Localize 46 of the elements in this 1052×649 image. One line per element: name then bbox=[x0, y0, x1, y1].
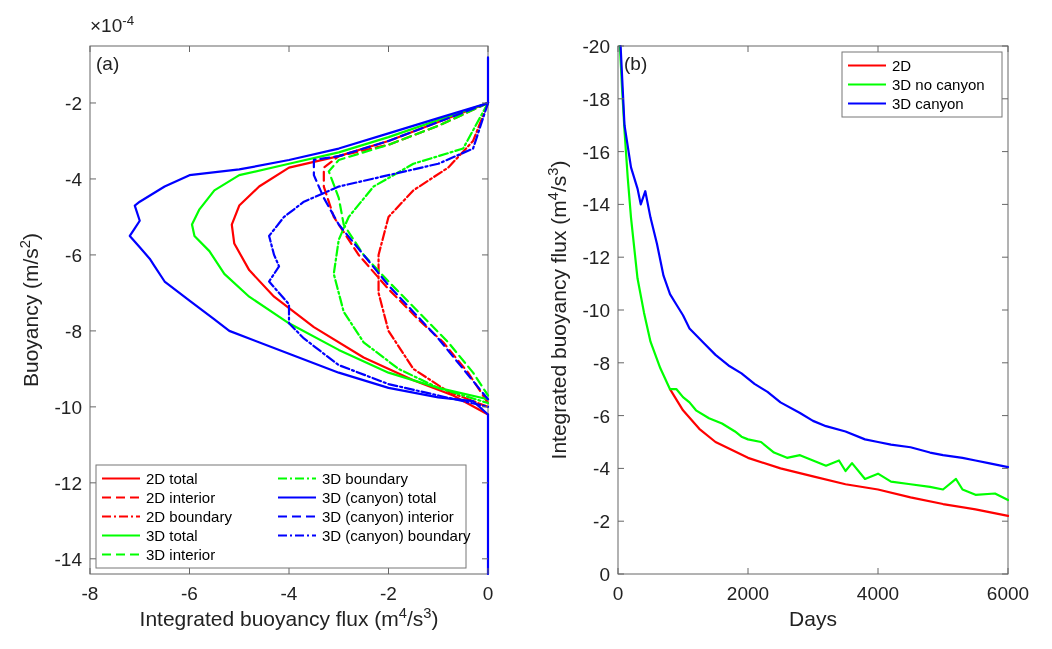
annotation: (b) bbox=[624, 53, 648, 74]
y-tick-label: -20 bbox=[582, 36, 610, 57]
y-tick-label: -10 bbox=[54, 396, 82, 418]
y-tick-label: -8 bbox=[593, 352, 610, 374]
y-tick-label: -8 bbox=[65, 320, 82, 342]
x-tick-label: -4 bbox=[280, 583, 298, 604]
x-axis-title: Days bbox=[789, 607, 837, 630]
legend-label: 2D boundary bbox=[146, 507, 233, 525]
y-tick-label: -14 bbox=[54, 548, 83, 570]
legend-label: 3D (canyon) interior bbox=[322, 507, 454, 525]
legend-label: 2D bbox=[892, 56, 912, 74]
y-tick-label: 0 bbox=[599, 564, 610, 585]
text: ×10$^{-4}$ bbox=[90, 12, 135, 36]
y-tick-label: -2 bbox=[593, 511, 610, 533]
x-tick-label: 6000 bbox=[986, 583, 1030, 604]
y-tick-label: -12 bbox=[582, 247, 610, 269]
x-tick-label: 0 bbox=[612, 583, 624, 604]
legend-label: 3D (canyon) total bbox=[322, 488, 437, 506]
annotation: (a) bbox=[96, 53, 120, 74]
y-tick-label: -10 bbox=[582, 300, 610, 321]
y-tick-label: -6 bbox=[65, 244, 82, 266]
line-series bbox=[668, 388, 1010, 518]
y-tick-label: -4 bbox=[593, 458, 611, 480]
legend-label: 3D (canyon) boundary bbox=[322, 526, 471, 544]
x-tick-label: 4000 bbox=[856, 583, 900, 604]
legend-label: 2D interior bbox=[146, 488, 216, 506]
legend-label: 3D no canyon bbox=[892, 75, 985, 93]
y-tick-label: -2 bbox=[65, 92, 82, 114]
x-tick-label: 0 bbox=[482, 583, 494, 604]
legend-label: 3D canyon bbox=[892, 94, 964, 112]
x-tick-label: -8 bbox=[81, 583, 99, 604]
legend-label: 3D boundary bbox=[322, 469, 409, 487]
legend-label: 2D total bbox=[146, 469, 198, 487]
y-tick-label: -4 bbox=[65, 168, 83, 190]
y-tick-label: -18 bbox=[582, 88, 610, 110]
line-series bbox=[128, 56, 490, 576]
y-tick-label: -12 bbox=[54, 472, 82, 494]
y-tick-label: -14 bbox=[582, 194, 611, 216]
y-tick-label: -6 bbox=[593, 405, 610, 427]
x-axis-title: Integrated buoyancy flux (m$^{4}$/s$^{3}$) bbox=[139, 605, 439, 630]
x-tick-label: 2000 bbox=[726, 583, 770, 604]
x-tick-label: -6 bbox=[181, 583, 198, 604]
y-tick-label: -16 bbox=[582, 141, 610, 163]
legend-label: 3D interior bbox=[146, 545, 216, 563]
legend-label: 3D total bbox=[146, 526, 198, 544]
x-tick-label: -2 bbox=[380, 583, 397, 604]
